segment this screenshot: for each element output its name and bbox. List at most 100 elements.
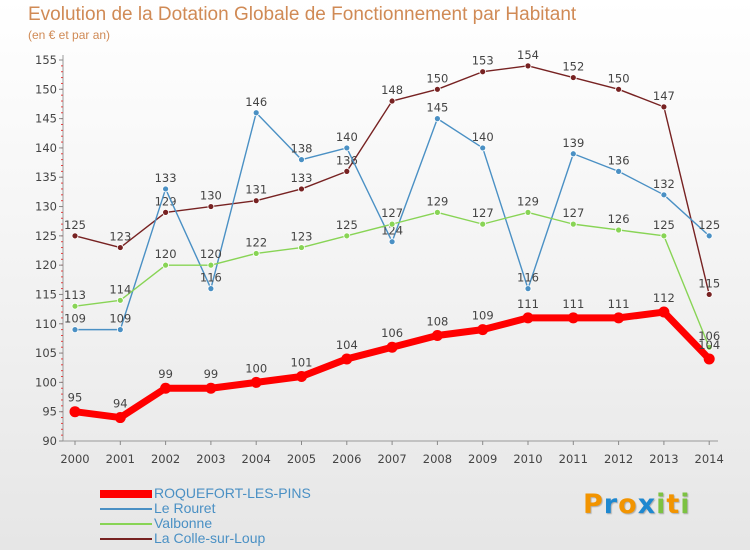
- logo-letter: i: [680, 489, 691, 520]
- y-tick-label: 90: [42, 434, 57, 448]
- data-label-valbonne: 122: [245, 235, 267, 249]
- data-point-roquefort-les-pins: [703, 353, 715, 365]
- data-point-roquefort-les-pins: [205, 382, 217, 394]
- data-point-valbonne: [162, 261, 170, 269]
- data-label-valbonne: 125: [336, 218, 358, 232]
- data-point-la-colle-sur-loup: [615, 85, 622, 93]
- x-tick-label: 2003: [196, 452, 225, 466]
- line-chart: 90 95 100 105 110 115 120 125 130 135 140 145 150 155…: [35, 48, 724, 466]
- x-tick-label: 2011: [559, 452, 588, 466]
- data-label-valbonne: 106: [698, 329, 720, 343]
- data-label-la-colle-sur-loup: 130: [200, 189, 222, 203]
- data-point-roquefort-les-pins: [341, 353, 353, 365]
- data-label-roquefort-les-pins: 104: [698, 338, 720, 352]
- y-tick-label: 140: [35, 141, 57, 155]
- legend-swatch-valbonne: [100, 522, 152, 525]
- x-tick-label: 2009: [468, 452, 497, 466]
- data-label-la-colle-sur-loup: 136: [336, 153, 358, 167]
- data-label-roquefort-les-pins: 94: [113, 397, 128, 411]
- data-label-la-colle-sur-loup: 148: [381, 83, 403, 97]
- logo-letter: P: [583, 489, 604, 520]
- logo-letter: t: [666, 489, 681, 520]
- data-label-roquefort-les-pins: 99: [204, 367, 219, 381]
- legend-item-roquefort[interactable]: ROQUEFORT-LES-PINS: [100, 486, 311, 501]
- data-label-la-colle-sur-loup: 115: [698, 276, 720, 290]
- x-tick-label: 2005: [287, 452, 316, 466]
- data-point-la-colle-sur-loup: [207, 203, 215, 210]
- data-point-le-rouret: [705, 232, 713, 240]
- data-label-le-rouret: 116: [517, 271, 539, 285]
- data-point-roquefort-les-pins: [386, 341, 398, 353]
- data-label-la-colle-sur-loup: 150: [426, 71, 448, 85]
- data-point-valbonne: [298, 244, 305, 251]
- data-point-valbonne: [569, 220, 577, 228]
- data-point-roquefort-les-pins: [160, 382, 172, 394]
- data-point-roquefort-les-pins: [658, 306, 670, 318]
- y-tick-label: 150: [35, 82, 57, 96]
- data-label-roquefort-les-pins: 101: [291, 356, 313, 370]
- y-tick-label: 155: [35, 53, 57, 67]
- data-label-la-colle-sur-loup: 133: [291, 171, 313, 185]
- data-label-valbonne: 126: [608, 212, 630, 226]
- x-tick-label: 2002: [151, 452, 180, 466]
- data-point-la-colle-sur-loup: [705, 291, 713, 298]
- data-point-le-rouret: [388, 238, 396, 246]
- data-point-la-colle-sur-loup: [524, 62, 532, 70]
- data-label-valbonne: 129: [517, 194, 539, 208]
- data-label-valbonne: 127: [562, 206, 584, 220]
- data-point-valbonne: [479, 220, 487, 228]
- legend-label-roquefort: ROQUEFORT-LES-PINS: [154, 485, 311, 501]
- data-point-la-colle-sur-loup: [116, 244, 124, 251]
- data-label-la-colle-sur-loup: 125: [64, 218, 86, 232]
- legend-item-le-rouret[interactable]: Le Rouret: [100, 501, 311, 516]
- data-point-le-rouret: [116, 326, 124, 334]
- data-label-la-colle-sur-loup: 147: [653, 89, 675, 103]
- data-label-roquefort-les-pins: 111: [562, 297, 584, 311]
- y-tick-label: 105: [35, 346, 57, 360]
- data-label-le-rouret: 146: [245, 95, 267, 109]
- data-label-le-rouret: 136: [608, 153, 630, 167]
- data-label-valbonne: 127: [381, 206, 403, 220]
- chart-subtitle: (en € et par an): [28, 28, 111, 42]
- y-tick-label: 125: [35, 229, 57, 243]
- data-point-valbonne: [660, 232, 668, 240]
- y-tick-label: 130: [35, 200, 57, 214]
- data-label-roquefort-les-pins: 104: [336, 338, 358, 352]
- data-point-le-rouret: [479, 144, 487, 152]
- data-label-valbonne: 120: [200, 247, 222, 261]
- data-label-la-colle-sur-loup: 154: [517, 48, 539, 62]
- data-point-la-colle-sur-loup: [479, 68, 487, 76]
- data-point-roquefort-les-pins: [477, 324, 489, 336]
- data-point-le-rouret: [343, 144, 351, 152]
- data-label-roquefort-les-pins: 106: [381, 326, 403, 340]
- data-point-le-rouret: [252, 109, 260, 117]
- logo-letter: o: [618, 489, 638, 520]
- data-label-roquefort-les-pins: 111: [608, 297, 630, 311]
- legend-item-valbonne[interactable]: Valbonne: [100, 516, 311, 531]
- legend-item-la-colle[interactable]: La Colle-sur-Loup: [100, 531, 311, 546]
- x-tick-label: 2012: [604, 452, 633, 466]
- data-point-roquefort-les-pins: [431, 329, 443, 341]
- logo-letter: r: [603, 489, 619, 520]
- data-label-le-rouret: 109: [109, 312, 131, 326]
- x-tick-label: 2010: [513, 452, 542, 466]
- chart-title: Evolution de la Dotation Globale de Fonc…: [28, 4, 577, 25]
- data-point-valbonne: [207, 261, 215, 269]
- data-point-roquefort-les-pins: [69, 406, 81, 418]
- data-label-valbonne: 120: [155, 247, 177, 261]
- data-point-roquefort-les-pins: [567, 312, 579, 324]
- logo-letter: i: [656, 489, 667, 520]
- data-point-roquefort-les-pins: [250, 376, 262, 388]
- data-label-le-rouret: 140: [472, 130, 494, 144]
- x-tick-label: 2007: [377, 452, 406, 466]
- data-label-valbonne: 125: [653, 218, 675, 232]
- y-tick-label: 115: [35, 287, 57, 301]
- y-tick-label: 145: [35, 112, 57, 126]
- data-point-la-colle-sur-loup: [162, 208, 170, 216]
- data-point-la-colle-sur-loup: [71, 232, 79, 240]
- data-label-roquefort-les-pins: 108: [426, 314, 448, 328]
- data-point-le-rouret: [71, 326, 79, 334]
- data-point-valbonne: [252, 250, 260, 257]
- x-tick-label: 2004: [242, 452, 271, 466]
- data-point-roquefort-les-pins: [613, 312, 625, 324]
